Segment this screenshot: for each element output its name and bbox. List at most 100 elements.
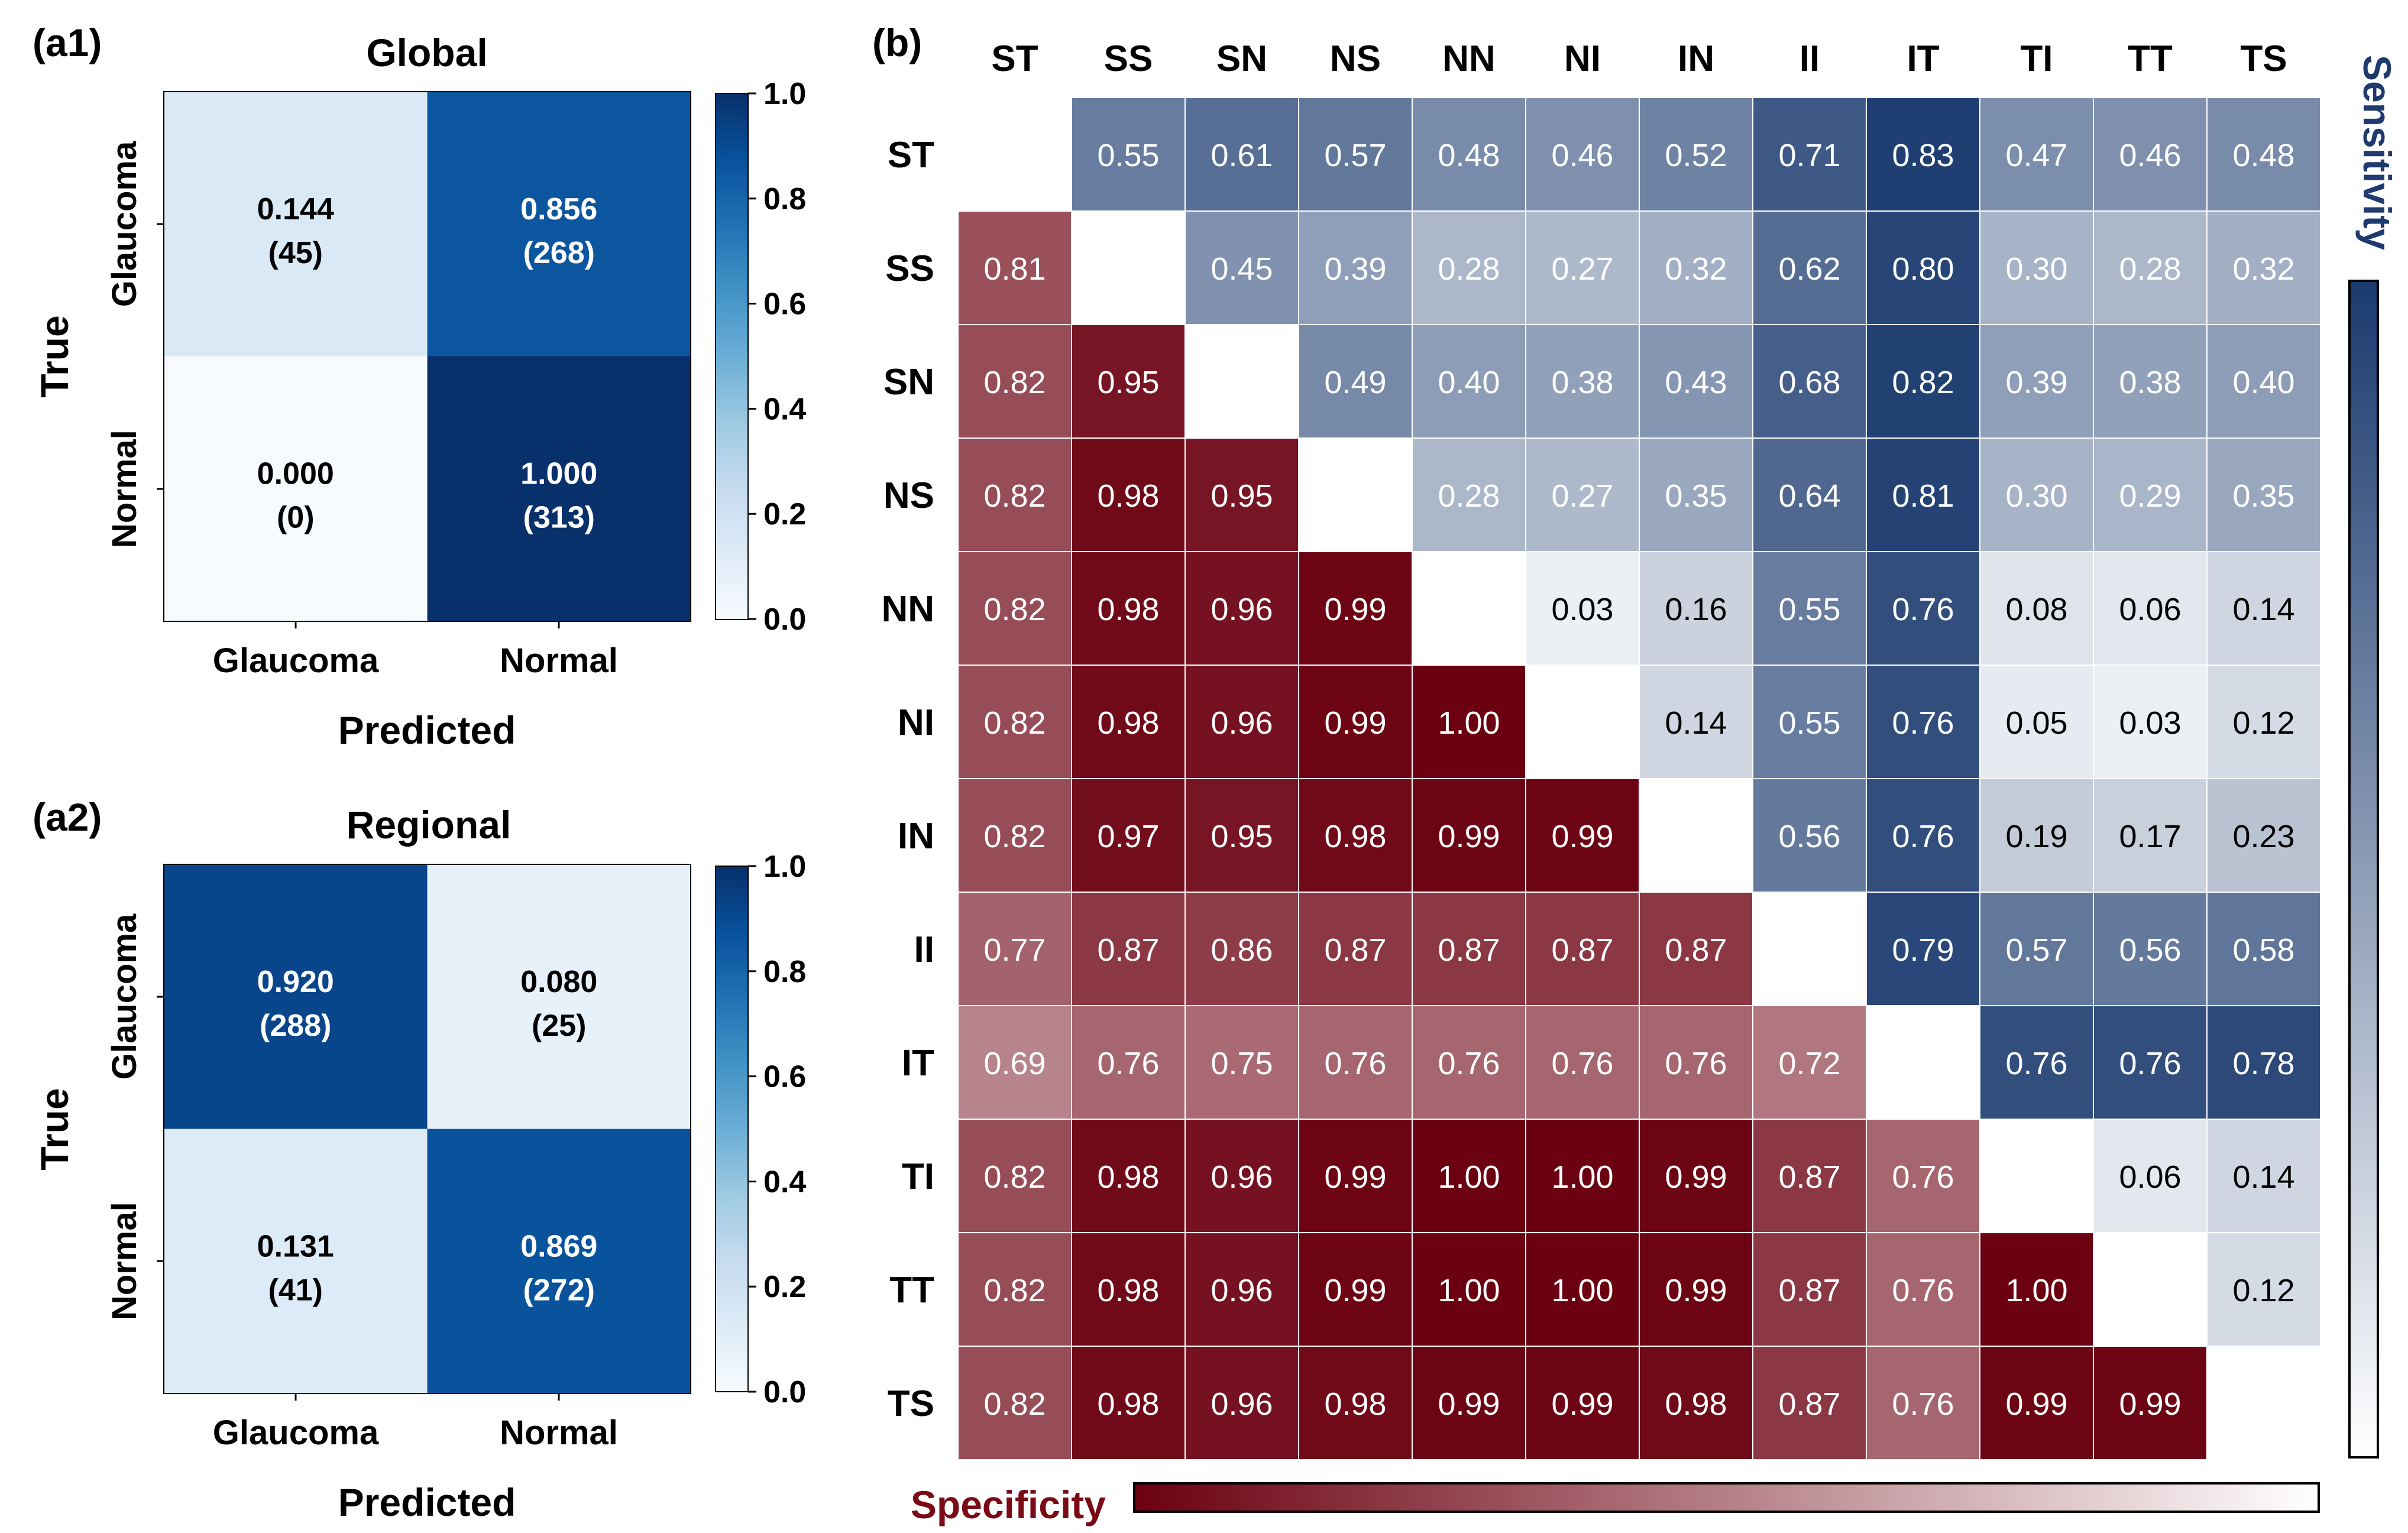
sensitivity-cell bbox=[1752, 437, 1867, 552]
cell-value-label: 0.76 bbox=[1892, 1386, 1954, 1422]
sensitivity-cell bbox=[2093, 210, 2208, 325]
specificity-cell bbox=[1071, 892, 1186, 1006]
cell-value-label: 0.39 bbox=[2005, 365, 2067, 400]
cell-value-label: 0.869 bbox=[520, 1229, 597, 1263]
sensitivity-cell bbox=[1412, 437, 1526, 552]
specificity-cell bbox=[1866, 1119, 1980, 1233]
colorbar-tick-label: 0.2 bbox=[763, 1270, 806, 1304]
sensitivity-cell bbox=[1525, 437, 1640, 552]
ytick-label: Normal bbox=[105, 430, 144, 548]
sensitivity-cell bbox=[1639, 665, 1753, 779]
row-label: IN bbox=[898, 816, 934, 857]
title-a1: Global bbox=[366, 31, 487, 74]
specificity-cell bbox=[1752, 1346, 1867, 1460]
specificity-cell bbox=[1071, 1005, 1186, 1120]
cell-value-label: 0.99 bbox=[1551, 819, 1613, 854]
specificity-cell bbox=[1071, 1119, 1186, 1233]
cell-value-label: 0.96 bbox=[1211, 1159, 1273, 1195]
sensitivity-cell bbox=[1979, 97, 2094, 212]
cell-value-label: 0.99 bbox=[1438, 1386, 1500, 1422]
sensitivity-cell bbox=[1525, 210, 1640, 325]
cell-value-label: 0.16 bbox=[1665, 592, 1727, 627]
cell-value-label: 0.080 bbox=[520, 965, 597, 999]
specificity-cell bbox=[1298, 1232, 1413, 1347]
specificity-cell bbox=[957, 1005, 1072, 1120]
cell-value-label: 0.57 bbox=[1324, 138, 1386, 173]
cell-value-label: 0.62 bbox=[1778, 251, 1840, 287]
cell-value-label: 0.81 bbox=[983, 251, 1046, 287]
cell-value-label: 0.82 bbox=[983, 705, 1046, 741]
cell-value-label: 0.30 bbox=[2005, 478, 2067, 514]
specificity-cell bbox=[1184, 437, 1299, 552]
cell-value-label: 0.35 bbox=[2232, 478, 2294, 514]
cell-value-label: 0.56 bbox=[1778, 819, 1840, 854]
column-label: II bbox=[1799, 38, 1820, 79]
cell-value-label: 0.87 bbox=[1778, 1386, 1840, 1422]
cell-value-label: 0.99 bbox=[1324, 592, 1386, 627]
cell-value-label: 0.08 bbox=[2005, 592, 2067, 627]
cell-value-label: 0.95 bbox=[1097, 365, 1159, 400]
cell-value-label: 0.76 bbox=[1892, 705, 1954, 741]
cell-value-label: 0.000 bbox=[257, 456, 334, 491]
cell-value-label: 0.83 bbox=[1892, 138, 1954, 173]
column-label: NS bbox=[1330, 38, 1381, 79]
sensitivity-cell bbox=[1979, 551, 2094, 666]
panel-label-a1: (a1) bbox=[33, 21, 102, 64]
specificity-cell bbox=[1639, 1005, 1753, 1120]
specificity-cell bbox=[1298, 1119, 1413, 1233]
colorbar-a1 bbox=[715, 93, 749, 620]
cell-value-label: 0.76 bbox=[1097, 1046, 1159, 1081]
cell-count-label: (25) bbox=[532, 1009, 586, 1043]
cell-count-label: (41) bbox=[268, 1273, 323, 1307]
row-label: IT bbox=[902, 1043, 934, 1084]
cell-value-label: 0.99 bbox=[1665, 1159, 1727, 1195]
category-labels-b: ST ST SS SS SN SN NS NS NN NN NI NI IN IN II II IT IT TI TI… bbox=[881, 38, 2287, 1424]
cell-value-label: 0.77 bbox=[983, 932, 1046, 968]
cell-value-label: 1.00 bbox=[2005, 1273, 2067, 1308]
sensitivity-cell bbox=[1639, 551, 1753, 666]
colorbar-ticks-a1: 0.0 0.2 0.4 0.6 0.8 1.0 bbox=[748, 77, 806, 637]
sensitivity-cell bbox=[1412, 97, 1526, 212]
cell-value-label: 0.76 bbox=[2119, 1046, 2181, 1081]
sensitivity-cell bbox=[1866, 210, 1980, 325]
cell-value-label: 0.76 bbox=[1892, 1273, 1954, 1308]
sensitivity-cell bbox=[1752, 551, 1867, 666]
specificity-cell bbox=[1298, 1346, 1413, 1460]
cell-value-label: 0.46 bbox=[2119, 138, 2181, 173]
sensitivity-cell bbox=[1525, 551, 1640, 666]
column-label: IN bbox=[1678, 38, 1714, 79]
specificity-cell bbox=[957, 892, 1072, 1006]
cell-value-label: 0.14 bbox=[2232, 592, 2294, 627]
cell-value-label: 0.97 bbox=[1097, 819, 1159, 854]
sensitivity-cell bbox=[2093, 892, 2208, 1006]
colorbar-tick-label: 0.6 bbox=[763, 287, 806, 322]
cell-value-label: 0.29 bbox=[2119, 478, 2181, 514]
row-label: NI bbox=[898, 702, 934, 743]
cell-value-label: 0.99 bbox=[1324, 1273, 1386, 1308]
cell-value-label: 0.76 bbox=[1892, 592, 1954, 627]
specificity-cell bbox=[1071, 1346, 1186, 1460]
cell-value-label: 0.46 bbox=[1551, 138, 1613, 173]
cell-value-label: 0.98 bbox=[1097, 1159, 1159, 1195]
cell-value-label: 0.57 bbox=[2005, 932, 2067, 968]
row-label: TS bbox=[888, 1383, 934, 1424]
cell-value-label: 0.80 bbox=[1892, 251, 1954, 287]
specificity-cell bbox=[1979, 1346, 2094, 1460]
specificity-cell bbox=[957, 210, 1072, 325]
panel-a1: (a1) Global 0.144 (45) 0.856 (268) 0.000 (0) 1… bbox=[33, 21, 806, 752]
specificity-cell bbox=[957, 665, 1072, 779]
colorbar-tick-label: 0.8 bbox=[763, 182, 806, 216]
specificity-cell bbox=[1184, 665, 1299, 779]
cell-value-label: 0.28 bbox=[1438, 478, 1500, 514]
cell-value-label: 0.14 bbox=[2232, 1159, 2294, 1195]
cell-count-label: (45) bbox=[268, 236, 323, 270]
specificity-cell bbox=[1184, 1005, 1299, 1120]
cell-value-label: 0.96 bbox=[1211, 1273, 1273, 1308]
sensitivity-cell bbox=[2206, 1119, 2321, 1233]
specificity-cell bbox=[1298, 892, 1413, 1006]
row-label: NS bbox=[883, 475, 934, 516]
ylabel-a2: True bbox=[33, 1088, 76, 1170]
cell-value-label: 0.19 bbox=[2005, 819, 2067, 854]
specificity-cell bbox=[1639, 892, 1753, 1006]
row-label: NN bbox=[881, 589, 934, 630]
